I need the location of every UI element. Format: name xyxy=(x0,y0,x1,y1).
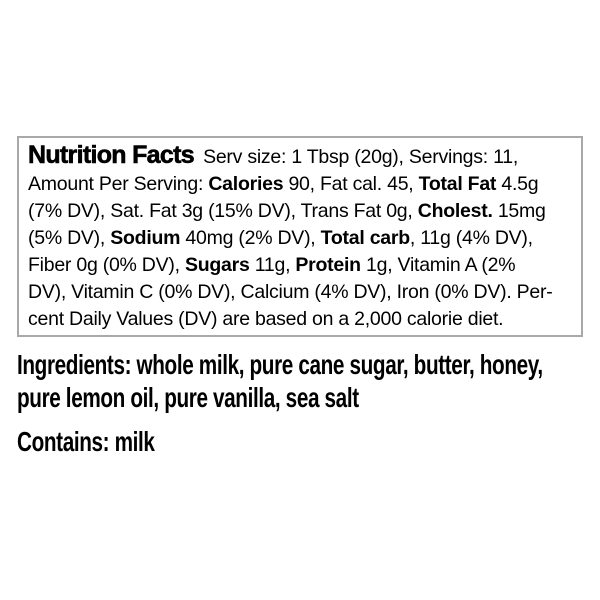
label-line: DV), Vitamin C (0% DV), Calcium (4% DV),… xyxy=(28,279,577,306)
label-text: 15mg xyxy=(492,200,546,222)
contains-statement: Contains: milk xyxy=(17,428,595,461)
label-text: Fiber 0g (0% DV), xyxy=(28,254,185,276)
label-text: 40mg (2% DV), xyxy=(180,227,321,249)
label-text: 1g, Vitamin A (2% xyxy=(360,254,516,276)
label-line: (7% DV), Sat. Fat 3g (15% DV), Trans Fat… xyxy=(28,198,577,225)
label-text: (7% DV), Sat. Fat 3g (15% DV), Trans Fat… xyxy=(28,200,418,222)
ingredients-line: pure lemon oil, pure vanilla, sea salt xyxy=(17,384,595,417)
label-text: 11g, xyxy=(249,254,296,276)
nutrition-facts-box: Nutrition Facts Serv size: 1 Tbsp (20g),… xyxy=(17,136,583,337)
label-line: cent Daily Values (DV) are based on a 2,… xyxy=(28,306,577,333)
nutrient-name: Protein xyxy=(295,254,361,276)
label-text: cent Daily Values (DV) are based on a 2,… xyxy=(28,308,504,330)
label-text: 90, Fat cal. 45, xyxy=(283,173,419,195)
label-line: Fiber 0g (0% DV), Sugars 11g, Protein 1g… xyxy=(28,252,577,279)
ingredients-line: Ingredients: whole milk, pure cane sugar… xyxy=(17,351,595,384)
label-text: Serv size: 1 Tbsp (20g), Servings: 11, xyxy=(197,146,518,168)
label-text: DV), Vitamin C (0% DV), Calcium (4% DV),… xyxy=(28,281,553,303)
nutrient-name: Cholest. xyxy=(417,200,493,222)
ingredients-section: Ingredients: whole milk, pure cane sugar… xyxy=(17,351,595,461)
nutrient-name: Total Fat xyxy=(418,173,497,195)
ingredients-statement: Ingredients: whole milk, pure cane sugar… xyxy=(17,351,595,417)
label-text: Amount Per Serving: xyxy=(28,173,209,195)
nutrient-name: Calories xyxy=(208,173,284,195)
label-line: Amount Per Serving: Calories 90, Fat cal… xyxy=(28,171,577,198)
contains-text: Contains: milk xyxy=(17,426,155,457)
label-title: Nutrition Facts xyxy=(28,141,195,169)
nutrient-name: Total carb xyxy=(320,227,411,249)
label-text: 4.5g xyxy=(496,173,539,195)
nutrient-name: Sodium xyxy=(110,227,181,249)
label-text: (5% DV), xyxy=(28,227,111,249)
label-line: Nutrition Facts Serv size: 1 Tbsp (20g),… xyxy=(28,141,577,171)
ingredients-text: pure lemon oil, pure vanilla, sea salt xyxy=(17,382,359,413)
ingredients-text: Ingredients: whole milk, pure cane sugar… xyxy=(17,349,543,380)
nutrient-name: Sugars xyxy=(184,254,250,276)
label-text: , 11g (4% DV), xyxy=(409,227,533,249)
label-line: (5% DV), Sodium 40mg (2% DV), Total carb… xyxy=(28,225,577,252)
